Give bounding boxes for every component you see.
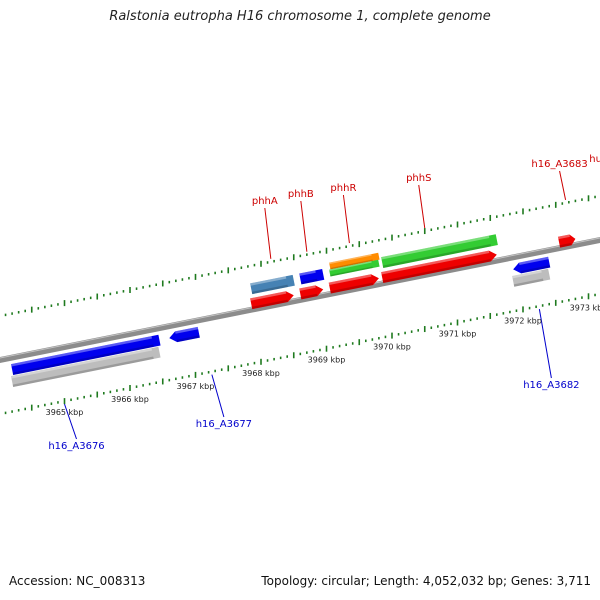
leader-phhR: [342, 194, 350, 244]
feature-body: [381, 234, 498, 268]
feature-blue-12: [513, 256, 551, 274]
gene-label-h16_A3676: h16_A3676: [48, 441, 104, 452]
scale-label-3971: 3971 kbp: [439, 330, 477, 339]
topology-summary: Topology: circular; Length: 4,052,032 bp…: [261, 574, 591, 588]
feature-green-8: [329, 259, 380, 277]
feature-shade: [251, 299, 288, 310]
gene-label-phhS: phhS: [406, 173, 431, 184]
feature-red-9: [328, 274, 379, 294]
scale-label-3965: 3965 kbp: [46, 408, 84, 417]
feature-highlight: [518, 256, 549, 265]
feature-highlight: [328, 274, 372, 286]
feature-grey-13: [512, 268, 551, 287]
feature-highlight: [557, 234, 570, 240]
feature-body: [512, 268, 551, 287]
chromosome-backbone: [0, 237, 600, 363]
feature-body: [11, 346, 161, 387]
feature-shade: [330, 259, 373, 270]
leader-phhB: [300, 200, 308, 252]
feature-highlight: [11, 348, 153, 379]
feature-body: [513, 256, 551, 274]
feature-body: [250, 274, 295, 295]
feature-body: [329, 252, 380, 270]
feature-body: [11, 334, 161, 375]
leader-h16_A3682: [538, 309, 552, 379]
accession-text: Accession: NC_008313: [9, 574, 146, 588]
feature-orange-7: [329, 252, 380, 270]
feature-grey-1: [11, 346, 161, 387]
feature-body: [329, 259, 380, 277]
scale-label-3970: 3970 kbp: [373, 343, 411, 352]
feature-body: [169, 326, 200, 343]
feature-blue-2: [169, 326, 200, 343]
feature-body: [299, 285, 324, 300]
gene-label-phhB: phhB: [288, 189, 314, 200]
gene-label-h16_A3683: h16_A3683: [531, 159, 587, 170]
feature-body: [250, 291, 294, 310]
scale-label-3966: 3966 kbp: [111, 395, 149, 404]
feature-red-6: [299, 285, 324, 300]
feature-shade: [330, 282, 374, 294]
leader-phhS: [418, 184, 426, 229]
text-labels: 3965 kbp 3966 kbp 3967 kbp 3968 kbp 3969 kbp…: [46, 154, 600, 452]
feature-shade: [300, 278, 318, 285]
feature-red-4: [250, 291, 294, 310]
gene-label-phhR: phhR: [330, 183, 356, 194]
feature-shade: [300, 293, 318, 300]
feature-highlight: [381, 250, 490, 275]
label-leader-lines: [64, 170, 567, 440]
feature-shade: [559, 242, 572, 248]
feature-highlight: [381, 235, 490, 260]
feature-shade: [251, 284, 288, 295]
feature-body: [328, 274, 379, 294]
feature-highlight: [299, 285, 316, 291]
feature-red-14: [557, 234, 576, 248]
feature-highlight: [175, 326, 199, 334]
feature-blue-0: [11, 334, 161, 375]
gene-label-h16_A3677: h16_A3677: [196, 419, 252, 430]
feature-shade: [520, 265, 551, 274]
scale-label-3973: 3973 kbp: [570, 303, 600, 312]
feature-shade: [382, 244, 492, 268]
scale-label-3972: 3972 kbp: [504, 316, 542, 325]
gene-label-hupB2: hupB2: [589, 154, 600, 165]
gene-label-h16_A3682: h16_A3682: [523, 380, 579, 391]
feature-shade: [330, 266, 373, 277]
feature-shade: [176, 335, 200, 343]
feature-shade: [12, 356, 154, 387]
leader-phhA: [264, 207, 272, 259]
scale-ticks: [4, 195, 596, 415]
feature-shade: [513, 278, 544, 287]
feature-steelblue-3: [250, 274, 295, 295]
feature-highlight: [250, 276, 287, 286]
feature-tracks: [11, 234, 576, 387]
feature-body: [557, 234, 576, 248]
gene-label-phhA: phhA: [252, 196, 278, 207]
feature-body: [299, 268, 325, 285]
feature-highlight: [11, 336, 153, 367]
feature-green-10: [381, 234, 498, 268]
scale-label-3969: 3969 kbp: [308, 356, 346, 365]
map-title: Ralstonia eutropha H16 chromosome 1, com…: [109, 9, 491, 24]
feature-red-11: [381, 250, 497, 283]
feature-shade: [12, 344, 154, 375]
backbone-highlight: [0, 237, 600, 359]
feature-highlight: [250, 291, 287, 301]
feature-highlight: [512, 270, 542, 279]
scale-label-3967: 3967 kbp: [177, 382, 215, 391]
feature-highlight: [299, 270, 316, 276]
leader-h16_A3683: [559, 170, 567, 200]
leader-h16_A3677: [211, 374, 225, 418]
backbone-bar: [0, 237, 600, 363]
leader-h16_A3676: [64, 403, 77, 440]
feature-body: [381, 250, 497, 283]
feature-blue-5: [299, 268, 325, 285]
feature-highlight: [329, 254, 372, 265]
feature-highlight: [329, 261, 372, 272]
scale-label-3968: 3968 kbp: [242, 369, 280, 378]
feature-shade: [382, 259, 492, 283]
